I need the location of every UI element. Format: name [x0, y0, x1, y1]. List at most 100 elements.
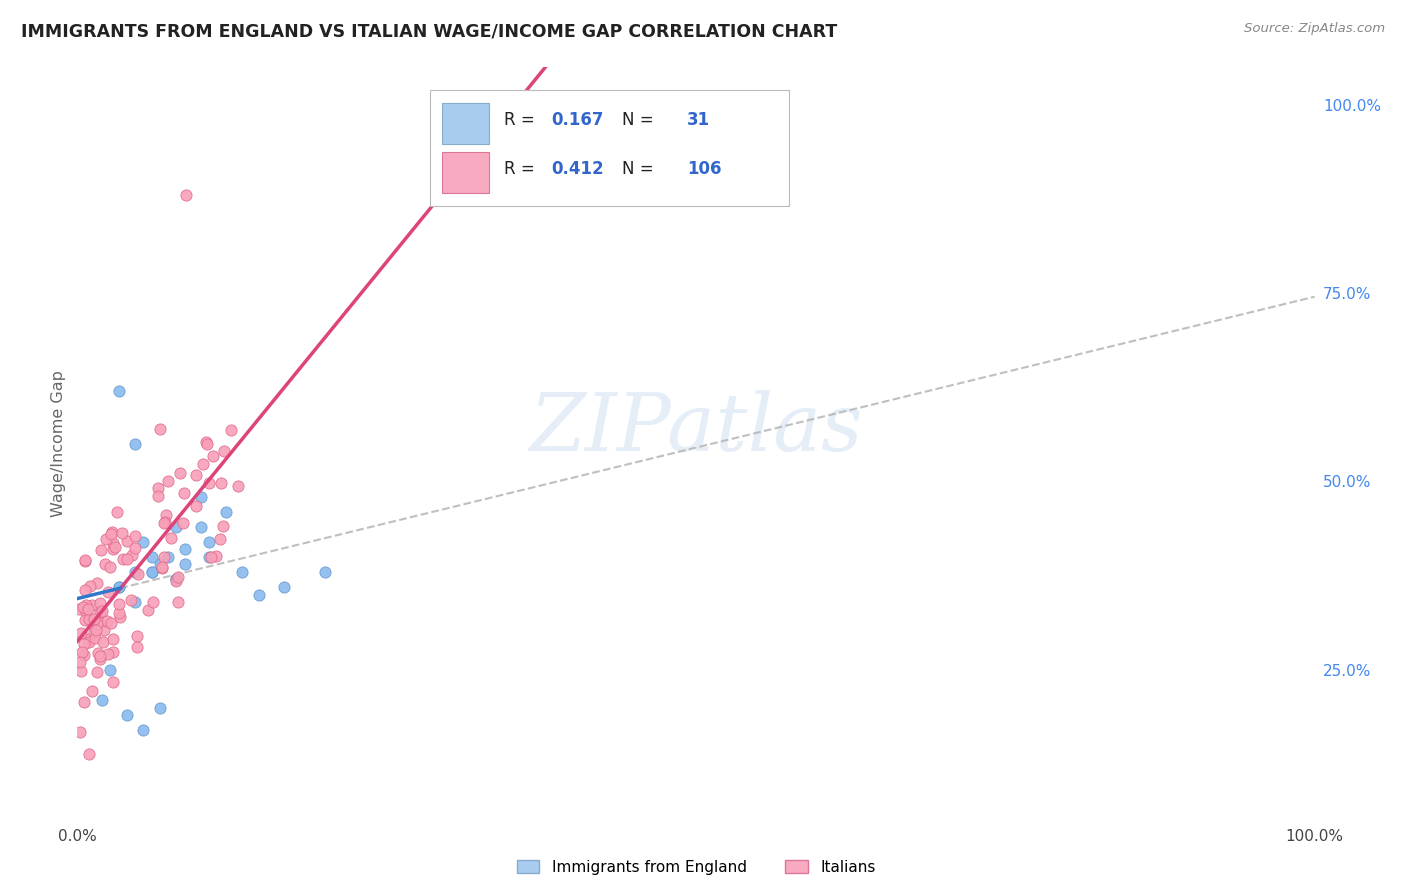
Point [190, 490, 212, 504]
Point [83, 624, 105, 639]
Point [108, 606, 131, 620]
Point [86, 665, 108, 680]
Point [120, 592, 142, 607]
Point [86, 575, 108, 590]
Point [141, 549, 163, 564]
Point [75, 605, 97, 619]
Text: 31: 31 [688, 111, 710, 128]
Text: ZIPatlas: ZIPatlas [529, 390, 863, 467]
Point [100, 527, 122, 541]
Point [160, 531, 183, 545]
Point [219, 423, 242, 437]
Point [84, 631, 107, 645]
Point [70, 626, 93, 640]
Point [202, 449, 225, 463]
Point [124, 528, 146, 542]
Point [150, 561, 173, 575]
Point [136, 603, 159, 617]
Point [165, 573, 187, 587]
Point [191, 457, 214, 471]
Point [72, 637, 94, 651]
Point [128, 567, 150, 582]
Point [79, 579, 101, 593]
Point [124, 541, 146, 555]
Y-axis label: Wage/Income Gap: Wage/Income Gap [51, 370, 66, 517]
Point [101, 675, 124, 690]
Point [103, 632, 125, 646]
Point [91, 604, 114, 618]
Text: R =: R = [505, 160, 540, 178]
Point [97, 585, 120, 599]
Point [132, 723, 155, 738]
FancyBboxPatch shape [443, 103, 489, 145]
Text: N =: N = [621, 160, 658, 178]
Point [212, 519, 235, 533]
Legend: Immigrants from England, Italians: Immigrants from England, Italians [510, 854, 882, 880]
Point [97, 647, 120, 661]
Point [153, 515, 176, 529]
Point [198, 534, 221, 549]
Point [75, 599, 97, 613]
Point [101, 524, 124, 539]
Point [132, 534, 155, 549]
Point [76, 601, 98, 615]
Point [148, 481, 170, 495]
Point [155, 508, 177, 523]
Point [67, 602, 90, 616]
Text: Source: ZipAtlas.com: Source: ZipAtlas.com [1244, 22, 1385, 36]
FancyBboxPatch shape [443, 152, 489, 194]
Point [79, 632, 101, 646]
Point [87, 646, 110, 660]
Point [83, 612, 105, 626]
Text: IMMIGRANTS FROM ENGLAND VS ITALIAN WAGE/INCOME GAP CORRELATION CHART: IMMIGRANTS FROM ENGLAND VS ITALIAN WAGE/… [21, 22, 838, 40]
Point [98, 560, 121, 574]
Point [212, 443, 235, 458]
Point [146, 489, 169, 503]
Point [94, 557, 117, 571]
FancyBboxPatch shape [430, 89, 789, 206]
Point [200, 549, 222, 564]
Point [190, 519, 212, 533]
Point [93, 623, 115, 637]
Point [86, 617, 108, 632]
Point [104, 540, 127, 554]
Point [96, 614, 118, 628]
Point [89, 649, 111, 664]
Point [103, 536, 125, 550]
Point [172, 516, 194, 530]
Point [110, 526, 132, 541]
Point [204, 549, 226, 564]
Point [77, 635, 100, 649]
Point [153, 516, 176, 530]
Point [195, 436, 218, 450]
Point [211, 475, 233, 490]
Point [184, 499, 207, 513]
Point [107, 580, 129, 594]
Point [150, 559, 173, 574]
Point [173, 558, 195, 572]
Point [91, 693, 114, 707]
Point [79, 612, 101, 626]
Text: 106: 106 [688, 160, 721, 178]
Point [115, 708, 138, 723]
Point [72, 599, 94, 614]
Point [124, 437, 146, 451]
Point [125, 640, 148, 654]
Point [142, 595, 165, 609]
Point [124, 595, 146, 609]
Point [115, 552, 138, 566]
Point [89, 543, 111, 558]
Point [141, 565, 163, 579]
Point [105, 505, 128, 519]
Point [157, 549, 180, 564]
Point [186, 467, 208, 482]
Text: N =: N = [621, 111, 658, 128]
Point [149, 558, 172, 572]
Point [98, 663, 121, 677]
Point [121, 548, 143, 562]
Point [89, 605, 111, 619]
Point [197, 476, 219, 491]
Point [209, 532, 232, 546]
Point [96, 532, 118, 546]
Point [69, 655, 91, 669]
